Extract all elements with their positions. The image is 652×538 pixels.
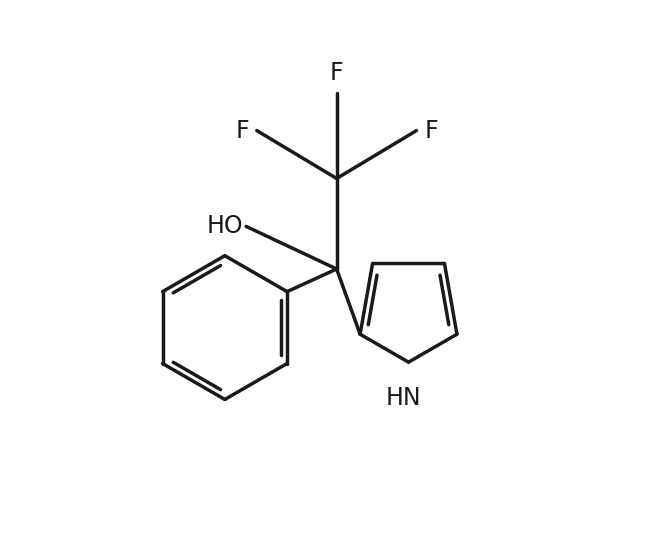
Text: F: F <box>424 118 438 143</box>
Text: HO: HO <box>207 215 243 238</box>
Text: F: F <box>330 61 344 86</box>
Text: F: F <box>235 118 249 143</box>
Text: HN: HN <box>385 386 421 410</box>
